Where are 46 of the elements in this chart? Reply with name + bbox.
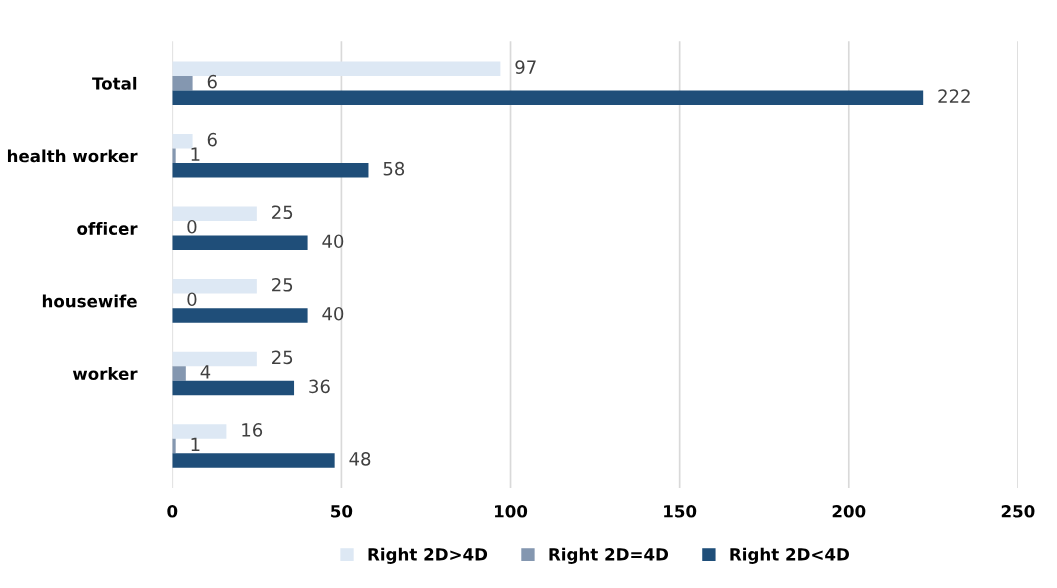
legend-label: Right 2D>4D bbox=[368, 547, 488, 564]
bar bbox=[172, 380, 295, 396]
data-label: 6 bbox=[207, 132, 217, 147]
data-label: 16 bbox=[242, 423, 263, 437]
data-label: 48 bbox=[349, 452, 371, 466]
bar bbox=[172, 75, 193, 91]
x-tick-label: 100 bbox=[495, 505, 528, 518]
data-label: 40 bbox=[322, 234, 344, 249]
bar bbox=[172, 308, 308, 323]
data-label: 40 bbox=[322, 306, 344, 321]
data-label: 25 bbox=[272, 277, 293, 292]
y-tick-label: worker bbox=[72, 367, 138, 380]
y-tick-label: health worker bbox=[7, 149, 138, 163]
x-tick-label: 150 bbox=[664, 505, 697, 518]
bar bbox=[172, 453, 335, 468]
data-label: 58 bbox=[383, 161, 405, 176]
bar bbox=[172, 163, 369, 178]
data-label: 0 bbox=[187, 292, 197, 307]
data-label: 222 bbox=[938, 89, 970, 103]
legend-label: Right 2D=4D bbox=[549, 547, 669, 564]
x-tick-label: 250 bbox=[1001, 505, 1035, 518]
y-tick-label: Total bbox=[92, 76, 137, 90]
data-label: 0 bbox=[187, 219, 197, 234]
y-tick-label: officer bbox=[77, 222, 138, 235]
data-label: 25 bbox=[272, 350, 293, 365]
y-tick-label: housewife bbox=[42, 294, 137, 308]
bar bbox=[172, 206, 257, 222]
data-label: 36 bbox=[309, 379, 330, 394]
x-tick-label: 200 bbox=[832, 505, 866, 518]
data-label: 4 bbox=[200, 365, 211, 379]
bar bbox=[172, 134, 193, 149]
bar bbox=[172, 61, 501, 76]
data-label: 1 bbox=[191, 437, 200, 451]
bar bbox=[172, 90, 924, 105]
data-label: 6 bbox=[207, 74, 217, 89]
bar bbox=[172, 279, 257, 294]
bar bbox=[172, 366, 186, 381]
x-tick-label: 0 bbox=[167, 505, 178, 518]
bar bbox=[172, 235, 308, 251]
data-label: 1 bbox=[191, 147, 200, 161]
data-label: 97 bbox=[515, 60, 536, 74]
legend-label: Right 2D<4D bbox=[730, 547, 849, 564]
data-label: 25 bbox=[272, 205, 293, 220]
bar bbox=[172, 424, 227, 439]
bar bbox=[172, 351, 257, 367]
x-tick-label: 50 bbox=[331, 505, 353, 518]
